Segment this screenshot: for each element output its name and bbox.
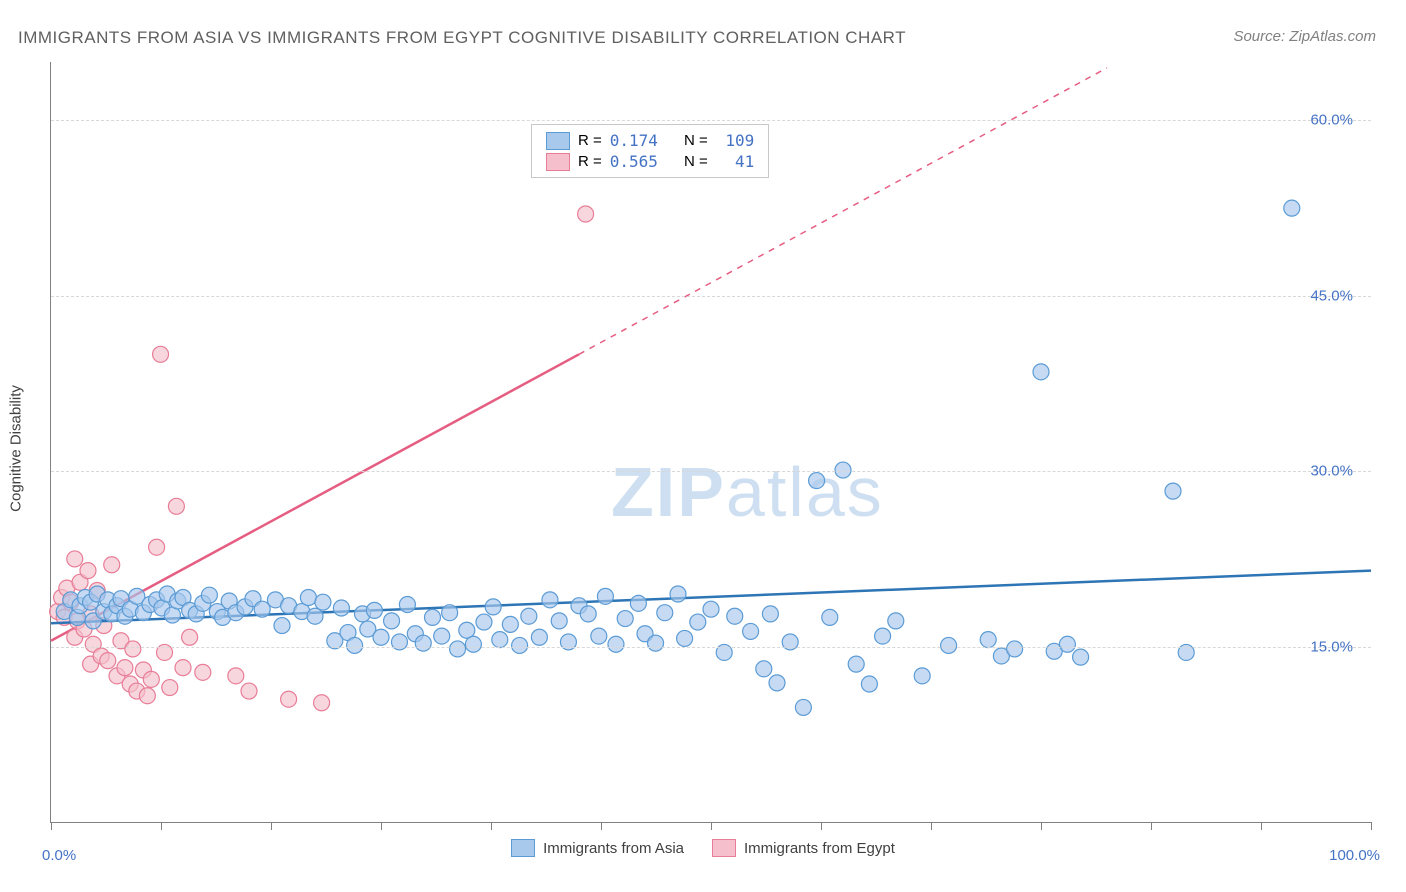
xtick (491, 822, 492, 830)
gridline (51, 296, 1371, 297)
ytick-label: 60.0% (1310, 112, 1353, 129)
xtick (381, 822, 382, 830)
xtick-label-min: 0.0% (42, 847, 76, 864)
xtick (1261, 822, 1262, 830)
ytick-label: 15.0% (1310, 638, 1353, 655)
gridline (51, 120, 1371, 121)
chart-title: IMMIGRANTS FROM ASIA VS IMMIGRANTS FROM … (18, 28, 906, 48)
legend-swatch-egypt-bottom (712, 839, 736, 857)
xtick (821, 822, 822, 830)
ytick-label: 30.0% (1310, 463, 1353, 480)
xtick (271, 822, 272, 830)
gridline (51, 647, 1371, 648)
legend-bottom: Immigrants from Asia Immigrants from Egy… (0, 839, 1406, 857)
r-value-egypt: 0.565 (610, 152, 658, 171)
xtick (711, 822, 712, 830)
legend-label-egypt: Immigrants from Egypt (744, 840, 895, 857)
legend-stats-row-egypt: R = 0.565 N = 41 (546, 151, 754, 172)
xtick (161, 822, 162, 830)
xtick-label-max: 100.0% (1329, 847, 1380, 864)
ytick-label: 45.0% (1310, 287, 1353, 304)
n-value-asia: 109 (716, 131, 755, 150)
xtick (1371, 822, 1372, 830)
source-attribution: Source: ZipAtlas.com (1233, 28, 1376, 45)
xtick (1041, 822, 1042, 830)
legend-item-egypt: Immigrants from Egypt (712, 839, 895, 857)
legend-swatch-asia-bottom (511, 839, 535, 857)
plot-area: ZIPatlas R = 0.174 N = 109 R = 0.565 N =… (50, 62, 1371, 823)
xtick (51, 822, 52, 830)
xtick (601, 822, 602, 830)
legend-swatch-egypt (546, 153, 570, 171)
y-axis-label: Cognitive Disability (8, 385, 25, 512)
legend-label-asia: Immigrants from Asia (543, 840, 684, 857)
legend-swatch-asia (546, 132, 570, 150)
xtick (931, 822, 932, 830)
legend-stats-box: R = 0.174 N = 109 R = 0.565 N = 41 (531, 124, 769, 178)
r-value-asia: 0.174 (610, 131, 658, 150)
legend-stats-row-asia: R = 0.174 N = 109 (546, 130, 754, 151)
legend-item-asia: Immigrants from Asia (511, 839, 684, 857)
chart-container: IMMIGRANTS FROM ASIA VS IMMIGRANTS FROM … (0, 0, 1406, 892)
xtick (1151, 822, 1152, 830)
n-value-egypt: 41 (716, 152, 755, 171)
gridline (51, 471, 1371, 472)
